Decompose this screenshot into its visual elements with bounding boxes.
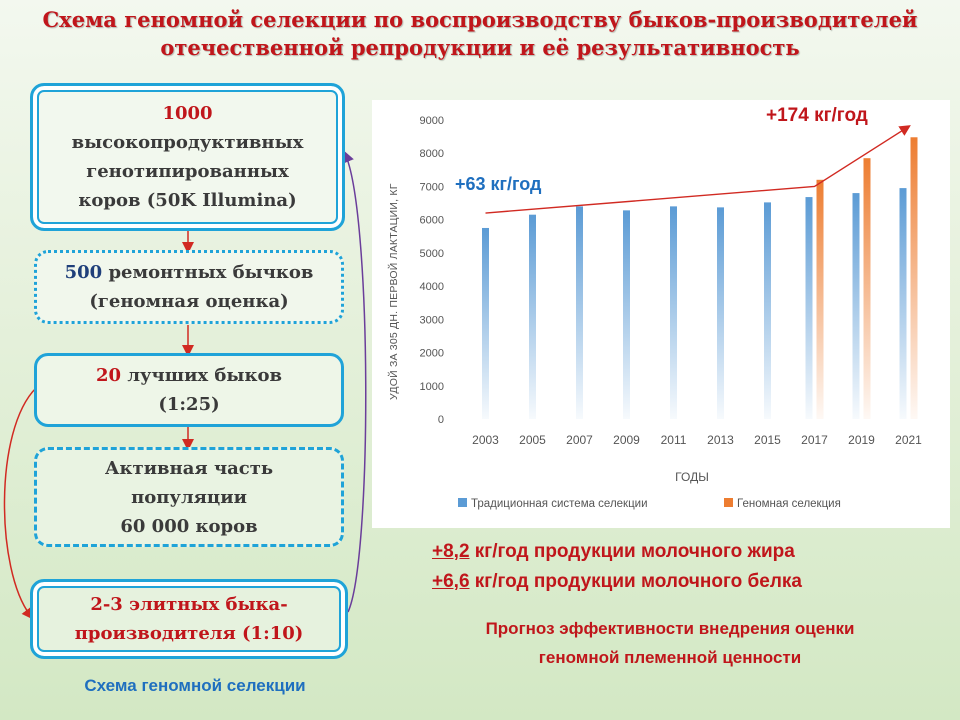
chart-panel: 0 1000 2000 3000 4000 5000 6000 7000 8000 9000 20…	[372, 100, 950, 528]
title-line-2: отечественной репродукции и её результат…	[160, 35, 800, 60]
box4-line1: Активная часть	[104, 457, 274, 479]
bar-traditional-2017	[805, 197, 813, 419]
x-tick-label: 2005	[519, 433, 546, 447]
box1-line2: высокопродуктивных	[71, 132, 304, 153]
box2-line1: 500 ремонтных бычков	[65, 258, 314, 287]
box4-line2: популяции	[131, 486, 247, 508]
y-tick-label: 7000	[420, 181, 444, 193]
bar-genomic-2017	[816, 179, 824, 419]
fat-gain-label: кг/год продукции молочного жира	[469, 541, 795, 562]
y-tick-label: 9000	[420, 115, 444, 127]
x-tick-label: 2007	[566, 433, 593, 447]
protein-gain-value: +6,6	[432, 571, 470, 592]
bar-genomic-2021	[910, 137, 918, 419]
box5-line1-rest: элитных быка-	[122, 594, 288, 615]
x-tick-label: 2021	[895, 433, 922, 447]
milk-yield-chart: 0 1000 2000 3000 4000 5000 6000 7000 8000 9000 20…	[420, 115, 923, 510]
traditional-rate-annotation: +63 кг/год	[455, 174, 542, 194]
box1-line4: коров (50K Illumina)	[78, 190, 297, 211]
box5-line1: 2-3 элитных быка-	[90, 590, 287, 619]
x-tick-label: 2013	[707, 433, 734, 447]
y-tick-label: 1000	[420, 381, 444, 393]
legend-label-traditional: Традиционная система селекции	[471, 498, 648, 510]
x-tick-label: 2019	[848, 433, 875, 447]
protein-gain-label: кг/год продукции молочного белка	[469, 571, 802, 592]
legend-swatch-traditional	[458, 498, 467, 507]
box5-line2: производителя (1:10)	[74, 623, 304, 644]
trend-line	[485, 125, 911, 214]
bar-traditional-2009	[623, 210, 630, 419]
protein-gain-text: +6,6 кг/год продукции молочного белка	[432, 571, 932, 593]
forecast-line-2: геномной племенной ценности	[538, 648, 802, 667]
box3-line1-rest: лучших быков	[121, 365, 282, 386]
scheme-box-best-bulls: 20 лучших быков (1:25)	[34, 353, 344, 427]
legend-swatch-genomic	[724, 498, 733, 507]
scheme-box-elite-bulls: 2-3 элитных быка- производителя (1:10)	[30, 579, 348, 659]
page-title: Схема геномной селекции по воспроизводст…	[0, 6, 960, 62]
fat-gain-text: +8,2 кг/год продукции молочного жира	[432, 541, 932, 563]
title-line-1: Схема геномной селекции по воспроизводст…	[42, 7, 918, 32]
bar-traditional-2007	[576, 206, 583, 419]
y-tick-label: 5000	[420, 248, 444, 260]
legend-label-genomic: Геномная селекция	[737, 498, 841, 510]
fat-gain-value: +8,2	[432, 541, 470, 562]
arrow-box3-box5	[3, 387, 37, 620]
box2-line2: (геномная оценка)	[89, 291, 289, 312]
bar-traditional-2021	[899, 188, 907, 419]
box1-number: 1000	[162, 103, 213, 124]
x-tick-label: 2003	[472, 433, 499, 447]
box1-line3: генотипированных	[86, 161, 289, 182]
x-tick-label: 2009	[613, 433, 640, 447]
scheme-box-genotyped-cows: 1000 высокопродуктивных генотипированных…	[30, 83, 345, 231]
bar-genomic-2019	[863, 158, 871, 419]
scheme-box-repair-bulls: 500 ремонтных бычков (геномная оценка)	[34, 250, 344, 324]
y-tick-label: 8000	[420, 148, 444, 160]
genomic-rate-annotation: +174 кг/год	[766, 105, 868, 126]
box5-number: 2-3	[90, 594, 123, 615]
y-tick-label: 6000	[420, 215, 444, 227]
box4-line3: 60 000 коров	[120, 515, 258, 537]
scheme-box-active-population: Активная часть популяции 60 000 коров	[34, 447, 344, 547]
legend: Традиционная система селекции Геномная с…	[458, 498, 841, 510]
y-axis-label: УДОЙ ЗА 305 ДН. ПЕРВОЙ ЛАКТАЦИИ, КГ	[388, 183, 400, 400]
box3-line1: 20 лучших быков	[96, 361, 282, 390]
bar-traditional-2005	[529, 214, 536, 419]
y-tick-label: 4000	[420, 281, 444, 293]
bar-traditional-2015	[764, 202, 771, 419]
y-tick-label: 3000	[420, 314, 444, 326]
scheme-caption: Схема геномной селекции	[84, 676, 306, 695]
box2-line1-rest: ремонтных бычков	[102, 262, 314, 283]
box3-number: 20	[96, 365, 122, 386]
box2-number: 500	[64, 262, 103, 283]
y-tick-label: 0	[438, 414, 444, 426]
x-axis-label: ГОДЫ	[675, 470, 709, 484]
bar-traditional-2003	[482, 227, 489, 419]
box3-line2: (1:25)	[158, 394, 220, 415]
forecast-line-1: Прогноз эффективности внедрения оценки	[485, 619, 855, 638]
arrow-box5-box1	[342, 150, 367, 613]
x-tick-label: 2017	[801, 433, 828, 447]
x-tick-label: 2015	[754, 433, 781, 447]
y-tick-label: 2000	[420, 348, 444, 360]
forecast-caption: Прогноз эффективности внедрения оценки г…	[425, 614, 915, 672]
bar-traditional-2013	[717, 207, 724, 419]
x-tick-label: 2011	[661, 433, 687, 447]
bar-traditional-2011	[670, 206, 677, 419]
bar-traditional-2019	[852, 193, 860, 419]
